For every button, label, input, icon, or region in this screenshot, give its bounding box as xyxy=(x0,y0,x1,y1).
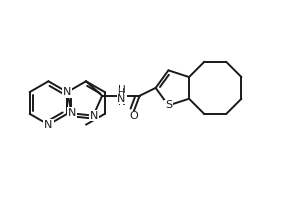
Text: N: N xyxy=(63,87,71,97)
Text: N: N xyxy=(117,94,125,104)
Text: H: H xyxy=(118,88,124,97)
Text: H
N: H N xyxy=(118,85,126,107)
Text: N: N xyxy=(68,108,76,118)
Text: S: S xyxy=(165,100,172,110)
Text: O: O xyxy=(129,111,138,121)
Text: N: N xyxy=(90,111,98,121)
Text: N: N xyxy=(44,120,52,130)
